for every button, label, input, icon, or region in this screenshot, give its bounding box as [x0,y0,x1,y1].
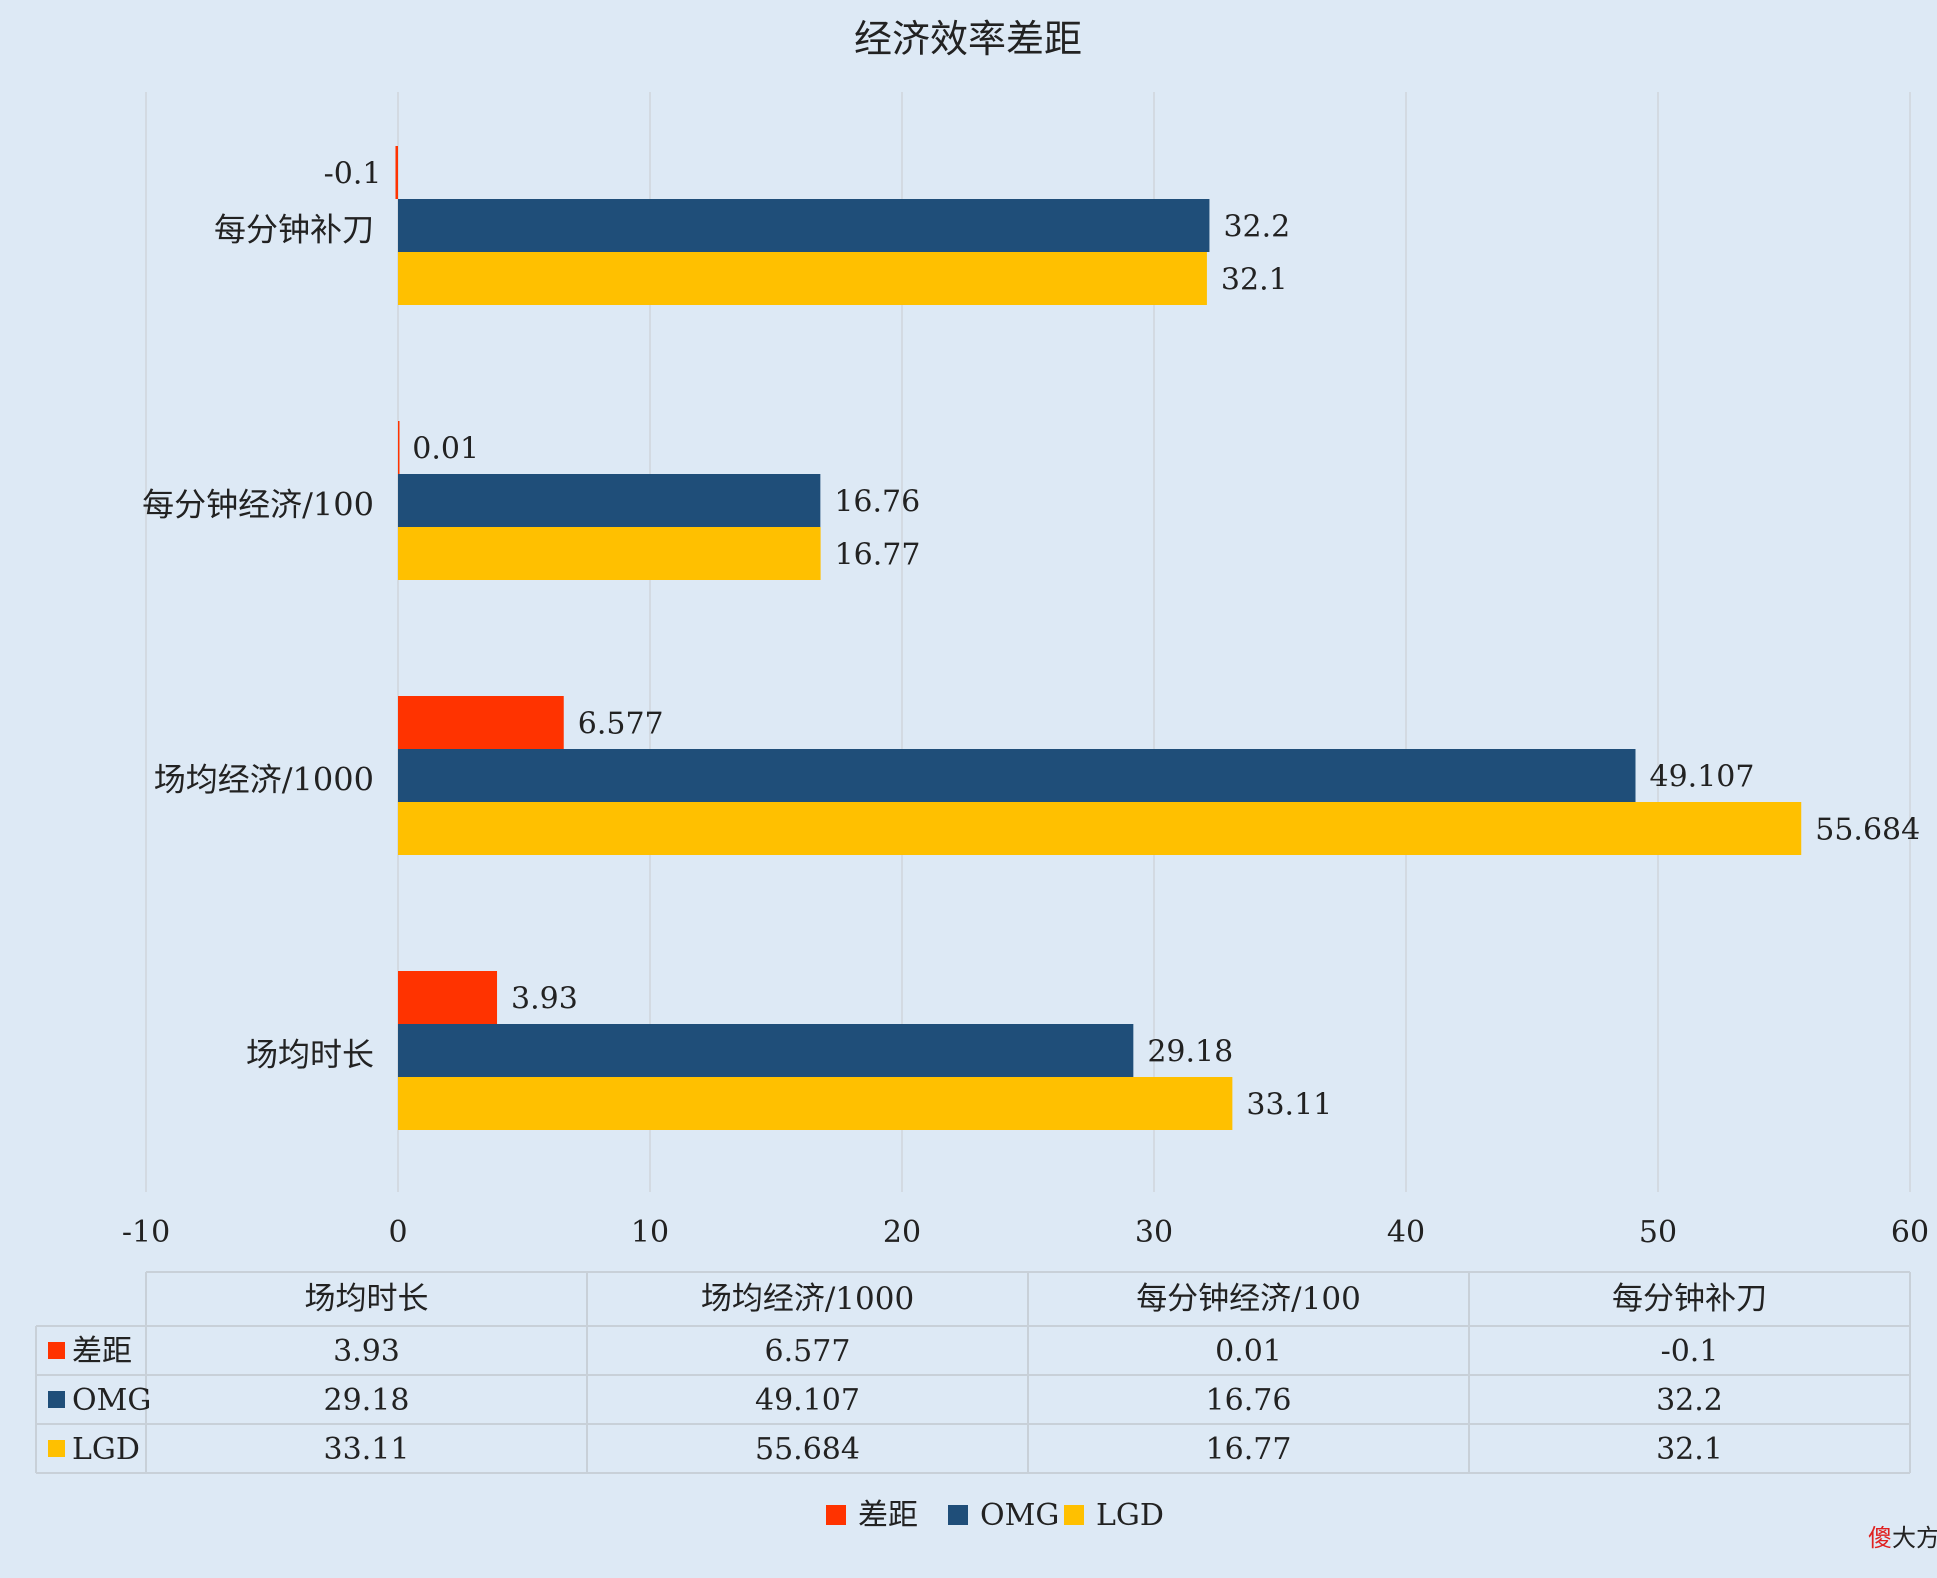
data-label: 32.1 [1221,263,1288,298]
x-tick-label: 50 [1639,1215,1677,1250]
bar-OMG [398,199,1210,252]
watermark-text: 傻大方 [1868,1524,1937,1552]
labels-layer: 3.93 29.18 33.11 6.577 49.107 55.684 0.01 16.76… [324,157,1921,1123]
legend: 差距 OMG LGD [826,1498,1164,1533]
table-cell: 55.684 [755,1432,860,1467]
table-cell: 16.77 [1206,1432,1292,1467]
axis-layer: -10 0 10 20 30 40 50 60 场均时长 场均经济/1000 每分钟经济/100 每分… [122,211,1929,1251]
bar-LGD [398,252,1207,305]
data-label: 32.2 [1223,210,1290,245]
data-label: 16.77 [835,538,921,573]
legend-key-OMG [948,1505,968,1525]
x-tick-label: 60 [1891,1215,1929,1250]
data-label: 6.577 [578,707,664,742]
data-label: 33.11 [1246,1088,1332,1123]
bar-差距 [395,146,398,199]
table-header-cell: 场均时长 [305,1281,429,1317]
legend-key-LGD [1064,1505,1084,1525]
watermark: 傻大方 [1868,1524,1937,1552]
data-label: 29.18 [1147,1035,1233,1070]
bar-LGD [398,1077,1233,1130]
bar-OMG [398,1024,1134,1077]
y-category-label: 每分钟经济/100 [142,486,374,524]
table-cell: 6.577 [765,1334,851,1369]
data-label: -0.1 [324,157,382,192]
y-category-label: 场均时长 [246,1036,374,1074]
bars-layer [395,146,1802,1130]
data-label: 55.684 [1815,813,1920,848]
watermark-char: 大方 [1892,1524,1937,1552]
chart-title: 经济效率差距 [854,17,1082,61]
watermark-char: 傻 [1868,1524,1892,1552]
table-cell: 16.76 [1206,1383,1292,1418]
y-category-label: 每分钟补刀 [214,211,374,249]
table-cell: -0.1 [1661,1334,1719,1369]
table-legend-key-LGD [48,1440,65,1457]
table-cell: 33.11 [324,1432,410,1467]
table-row-name: OMG [72,1383,151,1418]
data-label: 0.01 [412,432,479,467]
legend-key-差距 [826,1505,846,1525]
table-cell: 32.2 [1656,1383,1723,1418]
data-label: 16.76 [834,485,920,520]
table-row-name: LGD [72,1432,140,1467]
table-header-cell: 每分钟经济/100 [1136,1281,1361,1317]
bar-LGD [398,802,1802,855]
x-tick-label: 20 [883,1215,921,1250]
legend-label: LGD [1096,1498,1164,1533]
legend-label: 差距 [858,1498,918,1533]
legend-label: OMG [980,1498,1059,1533]
data-label: 49.107 [1649,760,1754,795]
bar-OMG [398,749,1636,802]
x-tick-label: 10 [631,1215,669,1250]
bar-差距 [398,696,564,749]
x-tick-label: 0 [388,1215,407,1250]
x-tick-label: 40 [1387,1215,1425,1250]
table-cell: 29.18 [324,1383,410,1418]
table-cell: 0.01 [1215,1334,1282,1369]
x-tick-label: 30 [1135,1215,1173,1250]
bar-LGD [398,527,821,580]
svg-text:傻大方: 傻大方 [1868,1524,1937,1552]
table-header-cell: 每分钟补刀 [1612,1281,1767,1317]
y-category-label: 场均经济/1000 [154,761,374,799]
bar-OMG [398,474,821,527]
table-header-cell: 场均经济/1000 [701,1281,914,1317]
data-label: 3.93 [511,982,578,1017]
table-legend-key-差距 [48,1342,65,1359]
bar-差距 [398,421,400,474]
x-tick-label: -10 [122,1215,170,1250]
table-row-name: 差距 [72,1334,132,1369]
table-legend-key-OMG [48,1391,65,1408]
bar-差距 [398,971,498,1024]
table-cell: 32.1 [1656,1432,1723,1467]
table-cell: 3.93 [333,1334,400,1369]
table-cell: 49.107 [755,1383,860,1418]
